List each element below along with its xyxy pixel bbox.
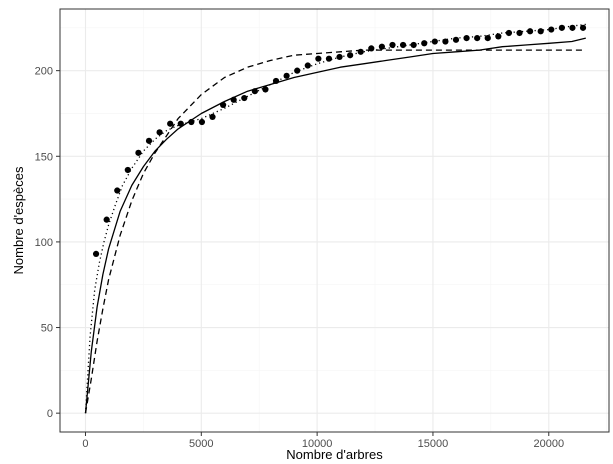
panel-border: [59, 8, 610, 433]
data-point: [569, 24, 576, 31]
data-point: [579, 24, 587, 31]
axis-ticks: 0 5000 10000 15000 20000 0 50 100 150 200: [35, 66, 564, 450]
data-point: [114, 187, 121, 194]
data-point: [304, 62, 311, 69]
data-point: [484, 35, 491, 42]
data-point: [505, 29, 513, 37]
data-point: [347, 52, 354, 59]
data-point: [463, 35, 470, 42]
data-point: [103, 216, 110, 223]
data-point: [198, 118, 206, 126]
data-point: [378, 43, 385, 50]
grid: [60, 9, 609, 432]
x-tick-label: 10000: [302, 438, 333, 450]
data-point: [537, 28, 544, 35]
data-point: [209, 113, 216, 120]
data-point: [325, 55, 333, 62]
data-point: [294, 67, 301, 74]
data-point: [548, 26, 555, 33]
data-point: [495, 33, 502, 40]
y-tick-label: 100: [35, 237, 53, 249]
data-point: [474, 35, 481, 42]
data-point: [399, 41, 407, 49]
data-point: [315, 55, 322, 62]
data-point: [135, 149, 142, 156]
data-point: [167, 120, 174, 127]
data-point: [156, 129, 163, 136]
y-tick-label: 0: [47, 408, 53, 420]
x-tick-label: 20000: [533, 438, 564, 450]
x-axis-title: Nombre d'arbres: [286, 447, 383, 462]
x-tick-label: 5000: [189, 438, 213, 450]
data-point: [177, 120, 184, 127]
series-layer: [84, 23, 587, 414]
solid-curve: [84, 37, 586, 414]
y-tick-label: 200: [35, 66, 53, 78]
data-point: [241, 94, 248, 102]
data-point: [516, 29, 523, 37]
data-point: [452, 36, 460, 43]
data-point: [124, 166, 131, 174]
data-point: [527, 28, 534, 35]
x-tick-label: 0: [82, 438, 88, 450]
data-point: [357, 48, 364, 55]
data-point: [262, 86, 269, 93]
data-point: [410, 41, 417, 49]
y-tick-label: 150: [35, 151, 53, 163]
data-point: [92, 250, 100, 257]
x-tick-label: 15000: [418, 438, 449, 450]
data-point: [389, 41, 396, 49]
y-tick-label: 50: [41, 323, 53, 335]
data-point: [145, 137, 153, 144]
data-point: [421, 40, 428, 47]
dashed-curve: [84, 49, 586, 414]
data-point: [558, 24, 565, 31]
y-axis-title: Nombre d'espèces: [11, 166, 26, 274]
dotted-curve: [84, 23, 586, 414]
